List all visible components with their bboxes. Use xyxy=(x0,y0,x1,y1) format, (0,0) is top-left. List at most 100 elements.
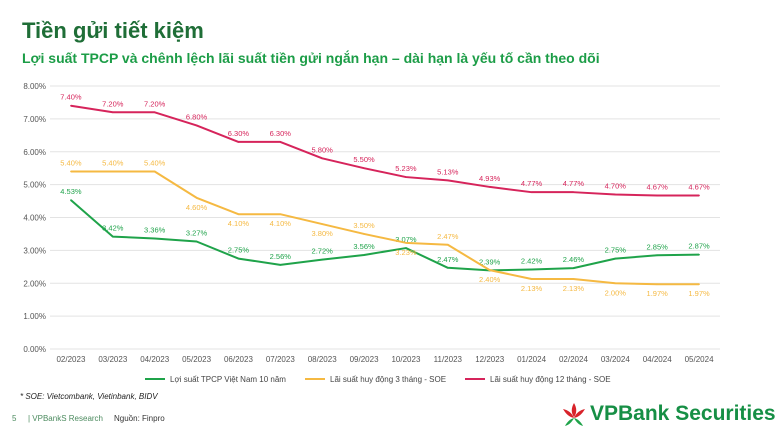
data-point xyxy=(112,170,114,173)
y-tick-label: 8.00% xyxy=(23,82,46,91)
data-label: 2.75% xyxy=(228,246,250,255)
y-tick-label: 0.00% xyxy=(23,345,46,354)
y-tick-label: 6.00% xyxy=(23,148,46,157)
x-tick-label: 03/2023 xyxy=(98,355,127,364)
y-tick-label: 2.00% xyxy=(23,279,46,288)
data-label: 3.36% xyxy=(144,226,166,235)
data-point xyxy=(530,278,533,280)
data-point xyxy=(530,191,533,193)
data-label: 2.75% xyxy=(605,246,627,255)
data-label: 5.40% xyxy=(102,158,124,167)
y-tick-label: 3.00% xyxy=(23,246,46,255)
data-label: 2.00% xyxy=(605,288,627,297)
data-label: 3.23% xyxy=(395,248,417,257)
data-label: 2.56% xyxy=(270,252,292,261)
data-label: 5.23% xyxy=(395,164,417,173)
data-label: 1.97% xyxy=(647,289,669,298)
page-title: Tiền gửi tiết kiệm xyxy=(22,18,204,43)
data-point xyxy=(195,240,198,243)
data-point xyxy=(279,141,282,143)
data-label: 2.46% xyxy=(563,255,585,264)
data-label: 4.67% xyxy=(688,182,710,191)
data-label: 4.53% xyxy=(60,187,82,196)
data-label: 2.87% xyxy=(688,242,710,251)
y-tick-label: 7.00% xyxy=(23,115,46,124)
data-label: 3.80% xyxy=(312,229,334,238)
y-tick-label: 1.00% xyxy=(23,312,46,321)
data-point xyxy=(447,266,449,269)
data-label: 5.80% xyxy=(312,145,334,154)
series-line-2 xyxy=(70,104,700,197)
x-tick-label: 08/2023 xyxy=(308,355,337,364)
data-label: 4.77% xyxy=(563,179,585,188)
x-tick-label: 10/2023 xyxy=(391,355,420,364)
data-point xyxy=(614,193,617,196)
data-point xyxy=(237,141,240,143)
data-label: 3.56% xyxy=(353,242,375,251)
x-tick-label: 03/2024 xyxy=(601,355,630,364)
data-label: 3.50% xyxy=(353,221,375,230)
data-label: 6.80% xyxy=(186,112,208,121)
data-point xyxy=(447,243,449,246)
x-tick-label: 12/2023 xyxy=(475,355,504,364)
data-point xyxy=(698,253,700,256)
page-subtitle: Lợi suất TPCP và chênh lệch lãi suất tiề… xyxy=(22,50,600,66)
data-label: 6.30% xyxy=(228,129,250,138)
data-label: 3.07% xyxy=(395,235,417,244)
data-label: 2.47% xyxy=(437,255,459,264)
footer-brand: | VPBankS Research xyxy=(28,414,104,423)
vpbank-flower-icon xyxy=(563,403,585,426)
data-label: 2.13% xyxy=(521,284,543,293)
legend-label: Lãi suất huy động 12 tháng - SOE xyxy=(490,375,611,384)
data-point xyxy=(530,268,533,271)
data-point xyxy=(195,196,198,199)
data-point xyxy=(237,257,240,260)
data-point xyxy=(698,283,700,286)
data-point xyxy=(405,247,407,249)
data-label: 4.10% xyxy=(228,219,250,228)
data-point xyxy=(363,233,365,235)
page-number: 5 xyxy=(12,414,17,423)
data-label: 2.72% xyxy=(312,247,334,256)
data-point xyxy=(405,242,407,244)
data-point xyxy=(405,176,407,178)
x-tick-label: 05/2024 xyxy=(685,355,714,364)
x-tick-label: 02/2024 xyxy=(559,355,588,364)
data-point xyxy=(656,194,658,197)
data-label: 5.40% xyxy=(60,158,82,167)
data-point xyxy=(698,194,700,197)
data-label: 6.30% xyxy=(270,129,292,138)
data-point xyxy=(279,213,282,216)
legend-label: Lãi suất huy động 3 tháng - SOE xyxy=(330,375,446,384)
data-point xyxy=(488,269,491,271)
data-label: 4.70% xyxy=(605,181,627,190)
data-label: 7.20% xyxy=(102,99,124,108)
data-point xyxy=(572,191,575,193)
data-point xyxy=(70,104,72,107)
x-tick-label: 04/2023 xyxy=(140,355,169,364)
data-point xyxy=(447,179,449,182)
data-label: 7.20% xyxy=(144,99,166,108)
y-tick-label: 4.00% xyxy=(23,214,46,223)
data-label: 4.77% xyxy=(521,179,543,188)
data-point xyxy=(488,186,491,188)
data-point xyxy=(153,237,156,240)
x-tick-label: 05/2023 xyxy=(182,355,211,364)
data-point xyxy=(321,258,323,261)
data-label: 4.93% xyxy=(479,174,501,183)
x-tick-label: 06/2023 xyxy=(224,355,253,364)
data-point xyxy=(321,223,323,225)
data-point xyxy=(153,111,156,114)
y-tick-label: 5.00% xyxy=(23,181,46,190)
series-line-0 xyxy=(70,199,700,272)
data-point xyxy=(363,167,365,169)
x-tick-label: 07/2023 xyxy=(266,355,295,364)
data-label: 7.40% xyxy=(60,93,82,102)
data-label: 1.97% xyxy=(688,289,710,298)
data-point xyxy=(321,157,323,160)
x-tick-label: 04/2024 xyxy=(643,355,672,364)
data-point xyxy=(572,267,575,269)
data-point xyxy=(279,264,282,266)
data-point xyxy=(363,254,365,256)
data-label: 5.40% xyxy=(144,158,166,167)
